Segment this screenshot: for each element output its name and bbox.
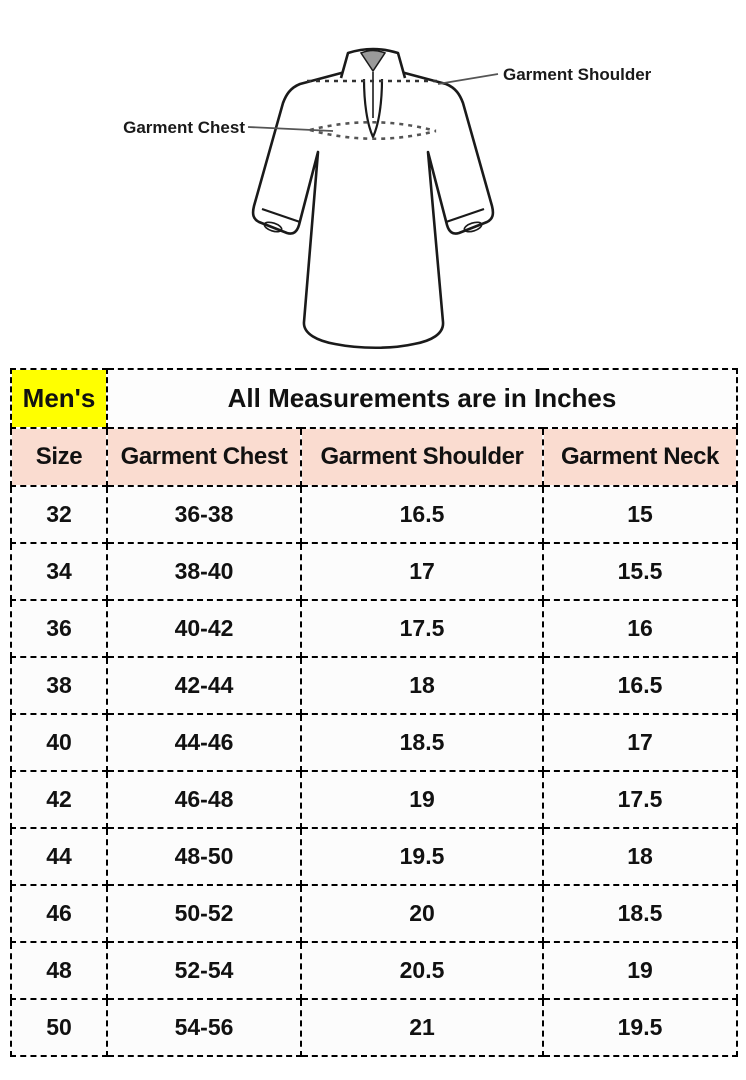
column-header-chest: Garment Chest	[106, 427, 302, 487]
table-row: 34 38-40 17 15.5	[10, 542, 739, 601]
chest-callout-label: Garment Chest	[123, 118, 245, 137]
table-row: 46 50-52 20 18.5	[10, 884, 739, 943]
left-cuff-seam	[261, 207, 301, 224]
neck-cell: 17.5	[541, 770, 739, 829]
table-row: 38 42-44 18 16.5	[10, 656, 739, 715]
size-table-body: 32 36-38 16.5 15 34 38-40 17 15.5 36 40-42 17.5 16 3…	[10, 485, 739, 1057]
left-cuff-opening	[263, 221, 283, 233]
chest-cell: 54-56	[106, 998, 302, 1057]
garment-measurement-diagram: Garment Shoulder Garment Chest	[0, 0, 746, 368]
size-chart-table: Men's All Measurements are in Inches Siz…	[10, 368, 739, 1057]
size-cell: 36	[10, 599, 108, 658]
chest-cell: 38-40	[106, 542, 302, 601]
neck-cell: 16	[541, 599, 739, 658]
chest-cell: 40-42	[106, 599, 302, 658]
table-header-row: Size Garment Chest Garment Shoulder Garm…	[10, 427, 739, 487]
shoulder-cell: 20.5	[300, 941, 544, 1000]
column-header-neck: Garment Neck	[541, 427, 739, 487]
shoulder-cell: 17.5	[300, 599, 544, 658]
shoulder-cell: 20	[300, 884, 544, 943]
size-cell: 32	[10, 485, 108, 544]
shoulder-cell: 18	[300, 656, 544, 715]
chest-cell: 52-54	[106, 941, 302, 1000]
chest-cell: 42-44	[106, 656, 302, 715]
kurta-body-outline	[251, 70, 495, 350]
table-row: 44 48-50 19.5 18	[10, 827, 739, 886]
column-header-size: Size	[10, 427, 108, 487]
table-title-row: Men's All Measurements are in Inches	[10, 368, 739, 429]
size-cell: 34	[10, 542, 108, 601]
table-row: 40 44-46 18.5 17	[10, 713, 739, 772]
neck-cell: 16.5	[541, 656, 739, 715]
size-cell: 38	[10, 656, 108, 715]
shoulder-cell: 18.5	[300, 713, 544, 772]
chest-measure-ellipse-bottom	[309, 128, 437, 141]
chest-measure-ellipse-top	[309, 120, 437, 133]
shoulder-callout-label: Garment Shoulder	[503, 65, 652, 84]
table-title: All Measurements are in Inches	[105, 368, 739, 429]
shoulder-cell: 21	[300, 998, 544, 1057]
table-row: 32 36-38 16.5 15	[10, 485, 739, 544]
neck-cell: 18.5	[541, 884, 739, 943]
shoulder-cell: 16.5	[300, 485, 544, 544]
chest-cell: 46-48	[106, 770, 302, 829]
size-cell: 46	[10, 884, 108, 943]
size-cell: 48	[10, 941, 108, 1000]
size-cell: 42	[10, 770, 108, 829]
kurta-line-drawing: Garment Shoulder Garment Chest	[123, 47, 652, 350]
neck-cell: 17	[541, 713, 739, 772]
kurta-collar-notch	[359, 49, 387, 73]
table-row: 50 54-56 21 19.5	[10, 998, 739, 1057]
column-header-shoulder: Garment Shoulder	[300, 427, 544, 487]
neck-cell: 18	[541, 827, 739, 886]
neck-cell: 19.5	[541, 998, 739, 1057]
chest-cell: 48-50	[106, 827, 302, 886]
category-label: Men's	[10, 368, 108, 429]
right-cuff-seam	[445, 207, 485, 224]
shoulder-cell: 17	[300, 542, 544, 601]
chest-callout-line	[247, 126, 334, 132]
neck-cell: 19	[541, 941, 739, 1000]
chest-cell: 50-52	[106, 884, 302, 943]
shoulder-callout-line	[437, 73, 499, 85]
shoulder-cell: 19	[300, 770, 544, 829]
chest-cell: 36-38	[106, 485, 302, 544]
neck-cell: 15	[541, 485, 739, 544]
shoulder-cell: 19.5	[300, 827, 544, 886]
chest-cell: 44-46	[106, 713, 302, 772]
table-row: 48 52-54 20.5 19	[10, 941, 739, 1000]
size-cell: 44	[10, 827, 108, 886]
table-row: 36 40-42 17.5 16	[10, 599, 739, 658]
table-row: 42 46-48 19 17.5	[10, 770, 739, 829]
right-cuff-opening	[463, 221, 483, 233]
size-cell: 40	[10, 713, 108, 772]
neck-cell: 15.5	[541, 542, 739, 601]
size-cell: 50	[10, 998, 108, 1057]
